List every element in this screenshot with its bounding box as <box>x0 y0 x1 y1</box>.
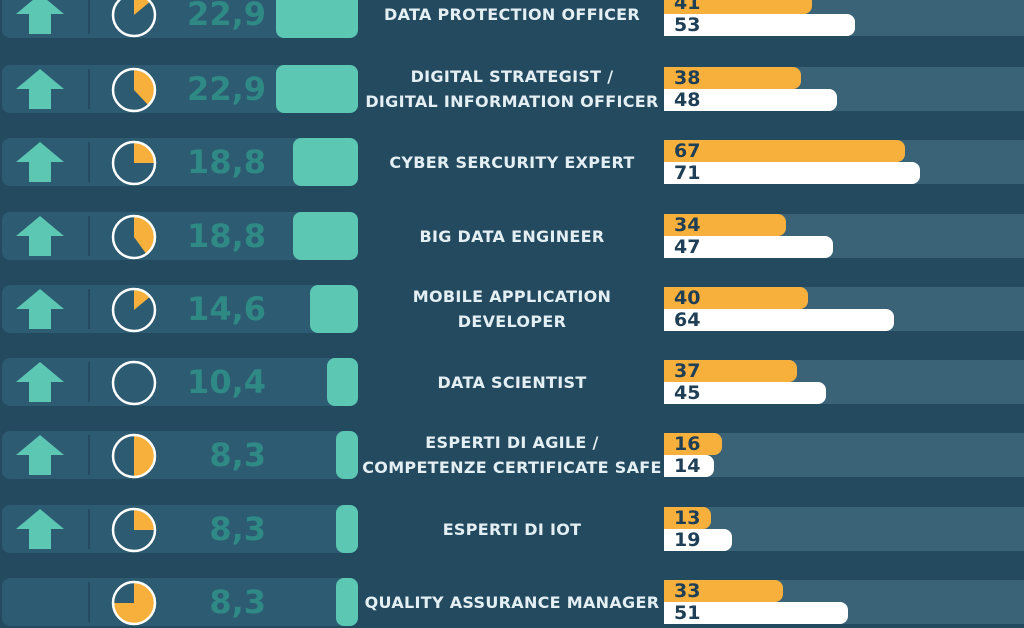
pie-slice <box>134 0 150 15</box>
role-label: MOBILE APPLICATION DEVELOPER <box>362 285 662 333</box>
score-bar <box>276 0 358 38</box>
role-label: QUALITY ASSURANCE MANAGER <box>362 578 662 626</box>
score-value: 22,9 <box>160 65 266 113</box>
table-row: 22,9 DATA PROTECTION OFFICER 41 53 <box>0 0 1024 38</box>
score-bar <box>293 138 358 186</box>
up-arrow-icon <box>14 140 66 184</box>
table-row: 8,3 ESPERTI DI IOT 13 19 <box>0 505 1024 553</box>
orange-bar: 34 <box>664 214 786 236</box>
orange-bar: 37 <box>664 360 797 382</box>
pie-outline <box>113 362 155 404</box>
role-label: DIGITAL STRATEGIST / DIGITAL INFORMATION… <box>362 65 662 113</box>
up-arrow-icon <box>14 0 66 36</box>
white-bar: 51 <box>664 602 848 624</box>
divider <box>88 0 90 34</box>
white-bar: 71 <box>664 162 920 184</box>
pie-icon <box>110 213 158 261</box>
white-bar: 48 <box>664 89 837 111</box>
up-arrow-icon <box>14 433 66 477</box>
white-bar: 19 <box>664 529 732 551</box>
score-bar <box>336 578 358 626</box>
orange-bar: 40 <box>664 287 808 309</box>
up-arrow-shape <box>16 509 64 549</box>
score-value: 14,6 <box>160 285 266 333</box>
score-value: 8,3 <box>160 505 266 553</box>
score-value: 8,3 <box>160 431 266 479</box>
table-row: 8,3 QUALITY ASSURANCE MANAGER 33 51 <box>0 578 1024 626</box>
pie-icon <box>110 579 158 627</box>
up-arrow-shape <box>16 0 64 34</box>
score-bar <box>293 212 358 260</box>
up-arrow-shape <box>16 362 64 402</box>
role-label: BIG DATA ENGINEER <box>362 212 662 260</box>
orange-bar: 16 <box>664 433 722 455</box>
score-value: 8,3 <box>160 578 266 626</box>
divider <box>88 69 90 109</box>
role-label: DATA PROTECTION OFFICER <box>362 0 662 38</box>
white-bar: 53 <box>664 14 855 36</box>
pie-icon <box>110 506 158 554</box>
score-value: 18,8 <box>160 138 266 186</box>
pie-icon <box>110 0 158 39</box>
pie-icon <box>110 359 158 407</box>
up-arrow-shape <box>16 435 64 475</box>
orange-bar: 41 <box>664 0 812 14</box>
white-bar: 47 <box>664 236 833 258</box>
table-row: 18,8 CYBER SERCURITY EXPERT 67 71 <box>0 138 1024 186</box>
table-row: 18,8 BIG DATA ENGINEER 34 47 <box>0 212 1024 260</box>
role-label: DATA SCIENTIST <box>362 358 662 406</box>
divider <box>88 142 90 182</box>
white-bar: 14 <box>664 455 714 477</box>
role-label: ESPERTI DI IOT <box>362 505 662 553</box>
score-value: 10,4 <box>160 358 266 406</box>
table-row: 8,3 ESPERTI DI AGILE / COMPETENZE CERTIFI… <box>0 431 1024 479</box>
divider <box>88 435 90 475</box>
divider <box>88 582 90 622</box>
orange-bar: 33 <box>664 580 783 602</box>
divider <box>88 509 90 549</box>
pie-icon <box>110 66 158 114</box>
orange-bar: 13 <box>664 507 711 529</box>
score-bar <box>310 285 358 333</box>
up-arrow-icon <box>14 67 66 111</box>
score-value: 18,8 <box>160 212 266 260</box>
score-bar <box>336 505 358 553</box>
role-label: ESPERTI DI AGILE / COMPETENZE CERTIFICAT… <box>362 431 662 479</box>
score-bar <box>327 358 358 406</box>
up-arrow-icon <box>14 507 66 551</box>
pie-icon <box>110 432 158 480</box>
score-bar <box>276 65 358 113</box>
pie-slice <box>134 289 150 310</box>
divider <box>88 289 90 329</box>
table-row: 10,4 DATA SCIENTIST 37 45 <box>0 358 1024 406</box>
up-arrow-icon <box>14 287 66 331</box>
divider <box>88 362 90 402</box>
table-row: 22,9 DIGITAL STRATEGIST / DIGITAL INFORMA… <box>0 65 1024 113</box>
pie-slice <box>134 435 155 477</box>
up-arrow-shape <box>16 142 64 182</box>
role-label: CYBER SERCURITY EXPERT <box>362 138 662 186</box>
divider <box>88 216 90 256</box>
up-arrow-shape <box>16 69 64 109</box>
pie-icon <box>110 286 158 334</box>
up-arrow-shape <box>16 289 64 329</box>
pie-icon <box>110 139 158 187</box>
score-value: 22,9 <box>160 0 266 38</box>
up-arrow-icon <box>14 214 66 258</box>
orange-bar: 38 <box>664 67 801 89</box>
up-arrow-icon <box>14 360 66 404</box>
up-arrow-shape <box>16 216 64 256</box>
table-row: 14,6 MOBILE APPLICATION DEVELOPER 40 64 <box>0 285 1024 333</box>
score-bar <box>336 431 358 479</box>
white-bar: 64 <box>664 309 894 331</box>
orange-bar: 67 <box>664 140 905 162</box>
white-bar: 45 <box>664 382 826 404</box>
